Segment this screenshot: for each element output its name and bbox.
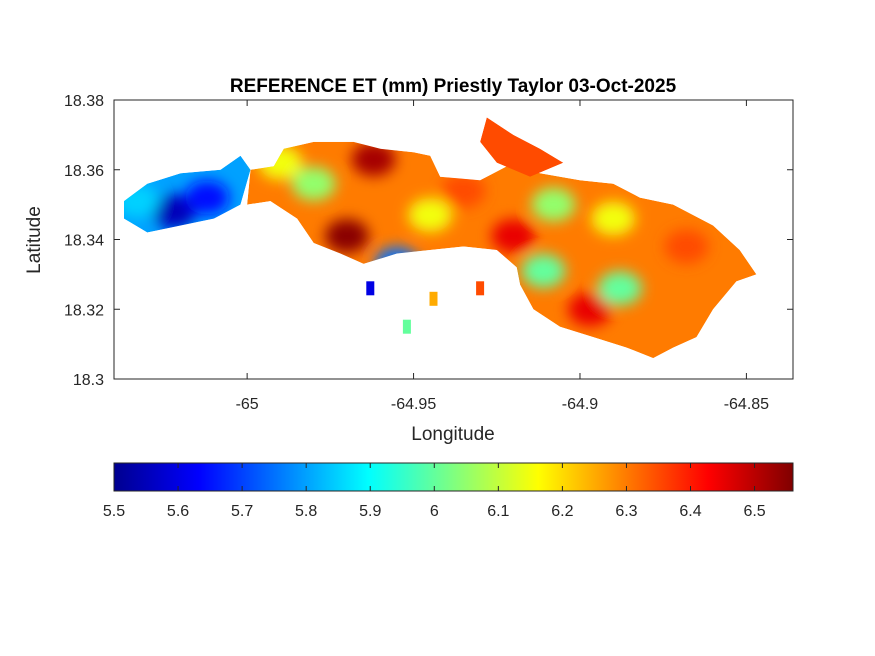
x-axis-label: Longitude: [411, 424, 494, 445]
x-tick-label: -64.95: [391, 396, 436, 413]
region-east-arm: [480, 117, 564, 177]
y-tick-label: 18.36: [64, 163, 104, 180]
colorbar-tick-label: 6.3: [615, 503, 637, 520]
hotspot: [408, 198, 453, 233]
colorbar-tick-label: 6.2: [551, 503, 573, 520]
region-west: [124, 155, 251, 233]
y-tick-label: 18.38: [64, 93, 104, 110]
colorbar-tick-label: 5.5: [103, 503, 125, 520]
region-base-east-arm: [480, 117, 564, 177]
x-tick-label: -64.85: [724, 396, 769, 413]
colorbar-tick-label: 5.7: [231, 503, 253, 520]
islet: [402, 319, 411, 334]
x-axis: -65 -64.95 -64.9 -64.85: [236, 100, 769, 413]
hotspot: [664, 229, 709, 264]
hotspots-west: [124, 180, 230, 229]
colorbar-ticks: 5.5 5.6 5.7 5.8 5.9 6 6.1 6.2 6.3 6.4 6.5: [103, 463, 766, 520]
colorbar-frame: [113, 462, 794, 492]
y-tick-label: 18.3: [73, 372, 104, 389]
hotspot: [325, 219, 369, 253]
colorbar-tick-label: 6.5: [743, 503, 765, 520]
hotspot: [291, 166, 336, 201]
hotspot: [591, 201, 636, 236]
colorbar: [114, 463, 793, 491]
hotspot: [351, 142, 396, 177]
islet: [366, 281, 375, 296]
hotspot: [521, 253, 566, 288]
hotspot: [491, 219, 536, 253]
colorbar-tick-label: 6: [430, 503, 439, 520]
y-axis: 18.3 18.32 18.34 18.36 18.38: [64, 93, 793, 389]
hotspot: [441, 173, 486, 208]
hotspot: [568, 292, 612, 327]
et-map: [124, 117, 757, 359]
hotspot: [597, 271, 642, 306]
y-tick-label: 18.34: [64, 233, 104, 250]
colorbar-tick-label: 5.6: [167, 503, 189, 520]
colorbar-tick-label: 5.8: [295, 503, 317, 520]
hotspot: [531, 187, 576, 222]
hotspots-main: [258, 142, 709, 327]
hotspot: [185, 180, 230, 215]
y-axis-label: Latitude: [24, 206, 45, 274]
chart-title: REFERENCE ET (mm) Priestly Taylor 03-Oct…: [230, 76, 677, 97]
hotspot: [151, 194, 196, 229]
colorbar-tick-label: 6.1: [487, 503, 509, 520]
islet: [429, 291, 438, 306]
colorbar-tick-label: 5.9: [359, 503, 381, 520]
islet: [476, 281, 485, 296]
region-main: [247, 141, 757, 359]
x-tick-label: -65: [236, 396, 259, 413]
x-tick-label: -64.9: [562, 396, 599, 413]
y-tick-label: 18.32: [64, 302, 104, 319]
colorbar-tick-label: 6.4: [679, 503, 701, 520]
